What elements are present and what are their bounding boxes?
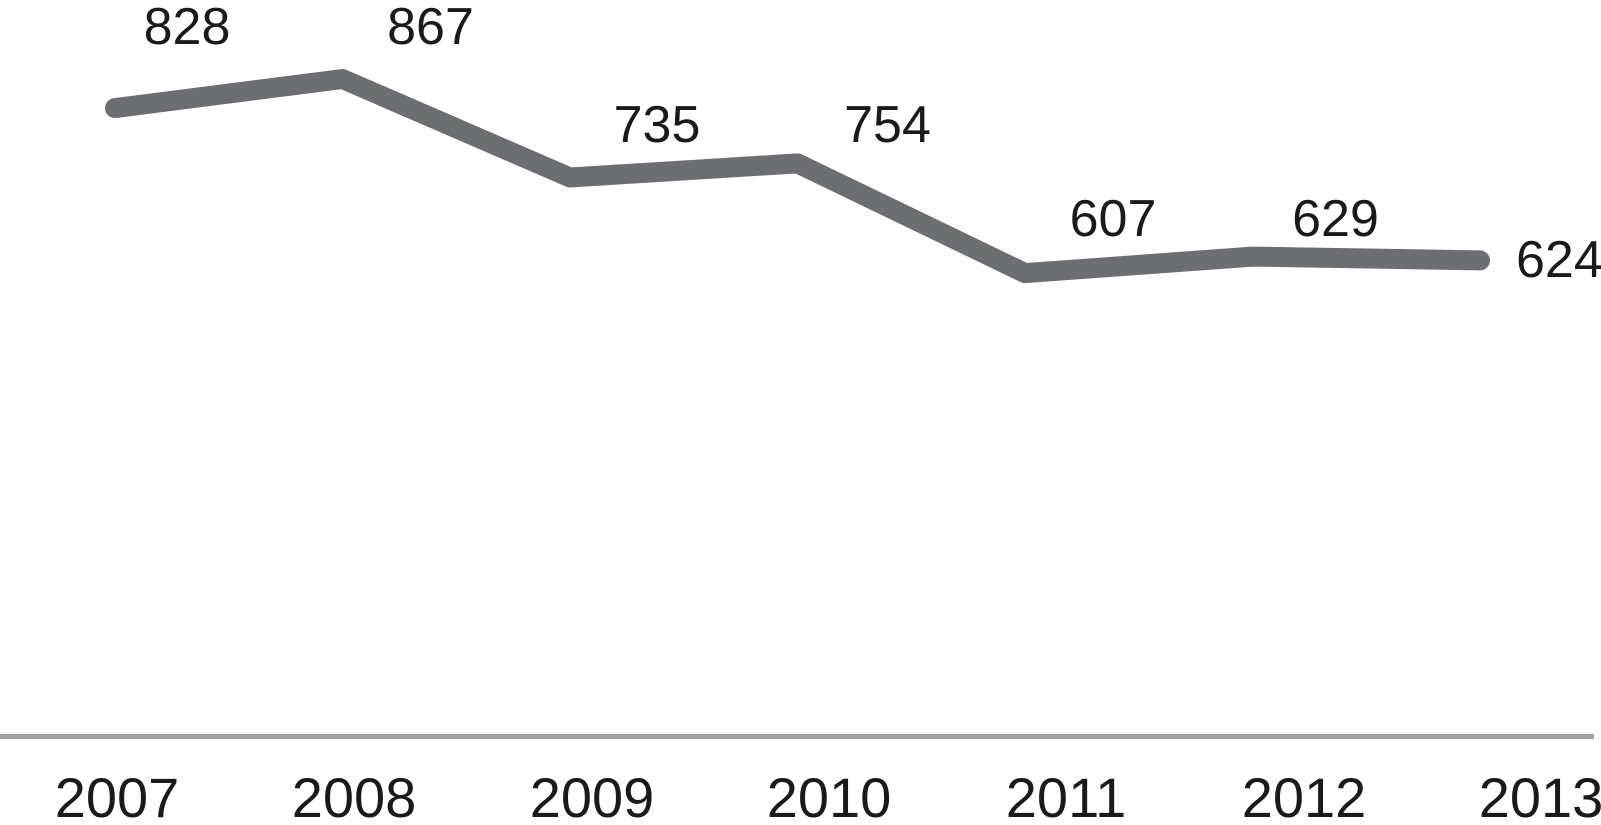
trend-line bbox=[105, 69, 1490, 284]
